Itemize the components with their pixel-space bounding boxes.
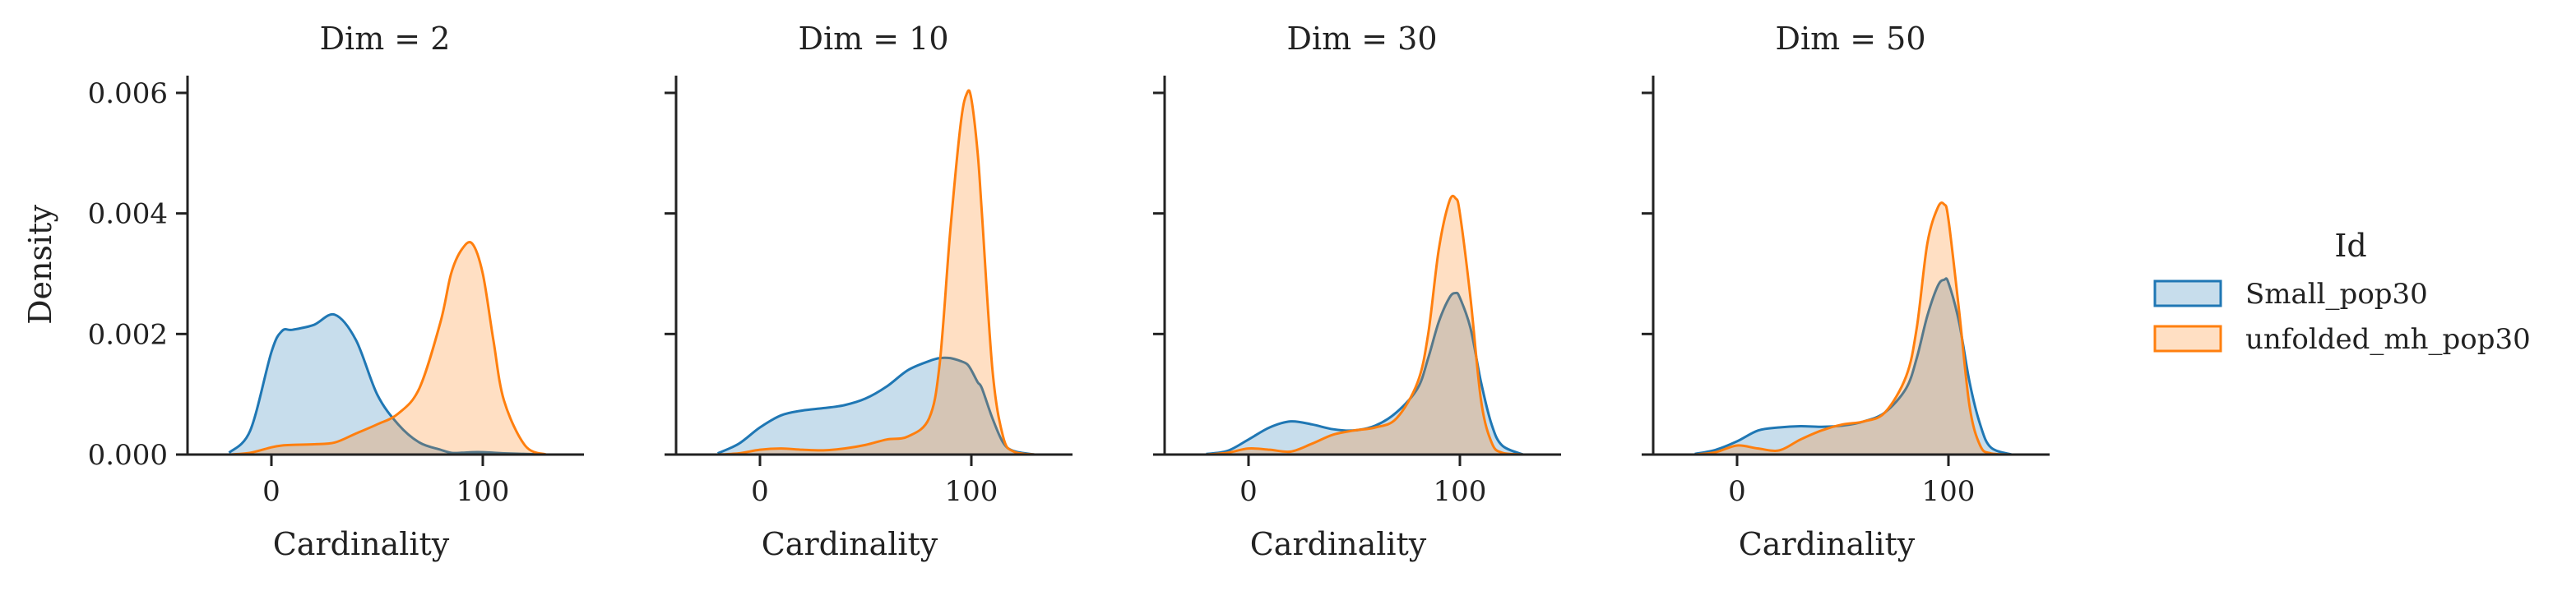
series-unfolded-mh-pop30-line: [229, 241, 547, 456]
y-tick-label: 0.000: [88, 439, 168, 472]
x-tick-label: 0: [1239, 475, 1258, 508]
x-tick-label: 100: [945, 475, 998, 508]
y-tick-label: 0.006: [88, 77, 168, 110]
series-unfolded-mh-pop30-line: [1694, 201, 2013, 456]
x-axis-label: Cardinality: [762, 526, 938, 562]
series-small-pop30-area: [1206, 293, 1524, 455]
series-small-pop30-line: [228, 312, 547, 456]
legend-swatch: [2153, 279, 2222, 307]
x-tick-label: 100: [1434, 475, 1487, 508]
x-tick-label: 0: [262, 475, 280, 508]
x-axis-label: Cardinality: [1739, 526, 1916, 562]
y-tick-label: 0.004: [88, 198, 168, 231]
series-unfolded-mh-pop30-line: [717, 89, 1035, 456]
x-tick-label: 0: [1728, 475, 1746, 508]
x-axis-label: Cardinality: [1250, 526, 1427, 562]
legend-label: unfolded_mh_pop30: [2245, 323, 2531, 356]
series-small-pop30-line: [1694, 277, 2013, 456]
series-unfolded-mh-pop30-line: [1206, 194, 1524, 456]
y-tick-label: 0.002: [88, 318, 168, 351]
x-tick-label: 100: [1922, 475, 1976, 508]
legend: Id Small_pop30 unfolded_mh_pop30: [2153, 228, 2531, 356]
series-unfolded-mh-pop30-area: [1206, 196, 1524, 455]
panel-title: Dim = 2: [320, 21, 451, 57]
panel-title: Dim = 10: [798, 21, 948, 57]
x-tick-label: 100: [456, 475, 510, 508]
x-axis-label: Cardinality: [273, 526, 450, 562]
panel-title: Dim = 30: [1286, 21, 1437, 57]
x-tick-label: 0: [751, 475, 769, 508]
series-unfolded-mh-pop30-area: [229, 242, 547, 455]
legend-title: Id: [2334, 228, 2366, 264]
panel-title: Dim = 50: [1775, 21, 1925, 57]
series-unfolded-mh-pop30-area: [1694, 202, 2013, 455]
legend-swatch: [2153, 325, 2222, 353]
series-small-pop30-area: [1694, 278, 2013, 455]
y-axis-label: Density: [22, 205, 58, 325]
series-small-pop30-area: [717, 358, 1035, 455]
series-small-pop30-line: [716, 356, 1035, 456]
legend-label: Small_pop30: [2245, 278, 2428, 311]
series-small-pop30-area: [229, 314, 547, 455]
